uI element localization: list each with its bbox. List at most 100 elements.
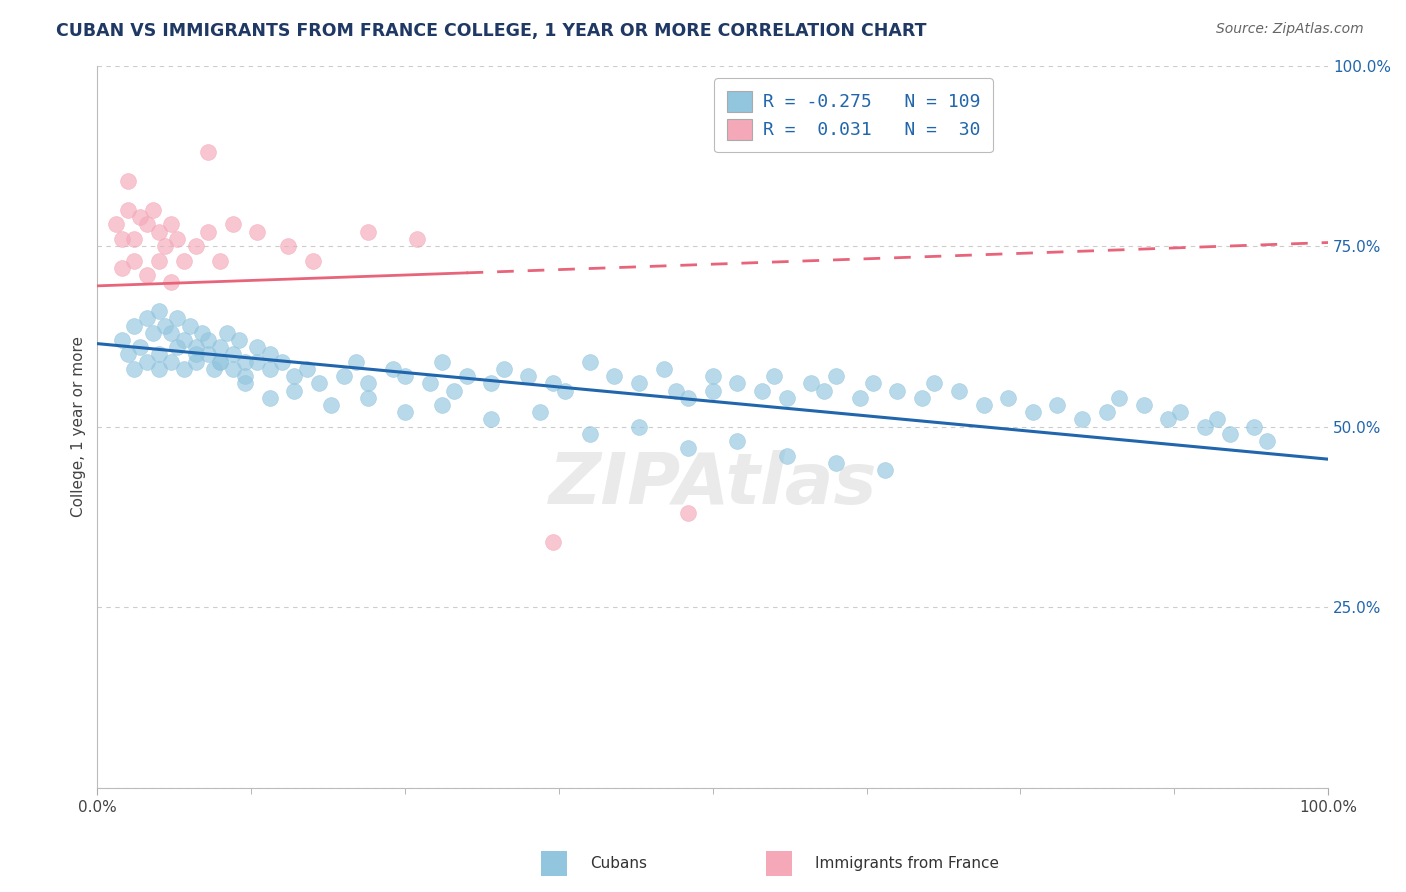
Point xyxy=(1132,398,1154,412)
Point xyxy=(997,391,1019,405)
Point xyxy=(209,253,232,268)
Point xyxy=(111,232,134,246)
Point xyxy=(283,384,305,398)
Point xyxy=(357,225,380,239)
Point xyxy=(973,398,995,412)
Point xyxy=(1108,391,1130,405)
Point xyxy=(148,304,170,318)
Point xyxy=(283,369,305,384)
Point xyxy=(419,376,441,391)
Point xyxy=(166,311,188,326)
Point xyxy=(1194,419,1216,434)
Point xyxy=(246,225,269,239)
Point xyxy=(259,362,281,376)
Point xyxy=(124,253,146,268)
Text: Immigrants from France: Immigrants from France xyxy=(815,856,1000,871)
Text: ZIPAtlas: ZIPAtlas xyxy=(548,450,877,519)
Point xyxy=(702,369,724,384)
Point xyxy=(886,384,908,398)
Legend: R = -0.275   N = 109, R =  0.031   N =  30: R = -0.275 N = 109, R = 0.031 N = 30 xyxy=(714,78,993,153)
Point xyxy=(578,426,600,441)
Point xyxy=(948,384,970,398)
Point xyxy=(1243,419,1265,434)
Point xyxy=(148,253,170,268)
Point xyxy=(578,354,600,368)
Point xyxy=(406,232,429,246)
Point xyxy=(541,376,564,391)
Point xyxy=(135,354,157,368)
Point xyxy=(160,354,183,368)
Point xyxy=(135,218,157,232)
Point xyxy=(160,218,183,232)
Point xyxy=(676,506,699,520)
Point xyxy=(702,384,724,398)
Point xyxy=(129,340,152,354)
Point xyxy=(1170,405,1192,419)
Point xyxy=(104,218,127,232)
Point xyxy=(725,376,748,391)
Point xyxy=(135,268,157,282)
Point xyxy=(541,535,564,549)
Point xyxy=(763,369,786,384)
Point xyxy=(184,347,207,361)
Point xyxy=(800,376,823,391)
Point xyxy=(517,369,540,384)
Point xyxy=(295,362,318,376)
Point xyxy=(173,333,195,347)
Point xyxy=(191,326,214,340)
Point xyxy=(676,391,699,405)
Point xyxy=(922,376,945,391)
Point xyxy=(215,326,238,340)
Point xyxy=(1157,412,1180,426)
Point xyxy=(652,362,675,376)
Point xyxy=(357,391,380,405)
Point xyxy=(246,340,269,354)
Point xyxy=(529,405,551,419)
Point xyxy=(873,463,896,477)
Point xyxy=(184,340,207,354)
Point xyxy=(197,225,219,239)
Point xyxy=(148,362,170,376)
Point xyxy=(124,232,146,246)
Point xyxy=(308,376,330,391)
Point xyxy=(357,376,380,391)
Point xyxy=(117,347,139,361)
Point xyxy=(1071,412,1094,426)
Point xyxy=(173,362,195,376)
Point xyxy=(1256,434,1278,449)
Point xyxy=(259,391,281,405)
Point xyxy=(277,239,299,253)
Point xyxy=(148,225,170,239)
Point xyxy=(160,275,183,289)
Point xyxy=(1095,405,1118,419)
Y-axis label: College, 1 year or more: College, 1 year or more xyxy=(72,336,86,517)
Point xyxy=(381,362,404,376)
Point xyxy=(179,318,201,333)
Point xyxy=(443,384,465,398)
Text: Cubans: Cubans xyxy=(591,856,648,871)
Point xyxy=(222,362,245,376)
Point xyxy=(813,384,835,398)
Point xyxy=(271,354,294,368)
Point xyxy=(1022,405,1045,419)
Point xyxy=(430,398,453,412)
Point xyxy=(259,347,281,361)
Point xyxy=(197,347,219,361)
Point xyxy=(725,434,748,449)
Point xyxy=(173,253,195,268)
Point xyxy=(627,419,650,434)
Point xyxy=(124,318,146,333)
Point xyxy=(197,145,219,160)
Point xyxy=(197,333,219,347)
Point xyxy=(301,253,323,268)
Point xyxy=(117,174,139,188)
Point xyxy=(184,239,207,253)
Point xyxy=(676,442,699,456)
Point xyxy=(394,369,416,384)
Point xyxy=(479,376,502,391)
Point xyxy=(751,384,773,398)
Point xyxy=(135,311,157,326)
Point xyxy=(148,347,170,361)
Point xyxy=(233,354,256,368)
Point xyxy=(111,260,134,275)
